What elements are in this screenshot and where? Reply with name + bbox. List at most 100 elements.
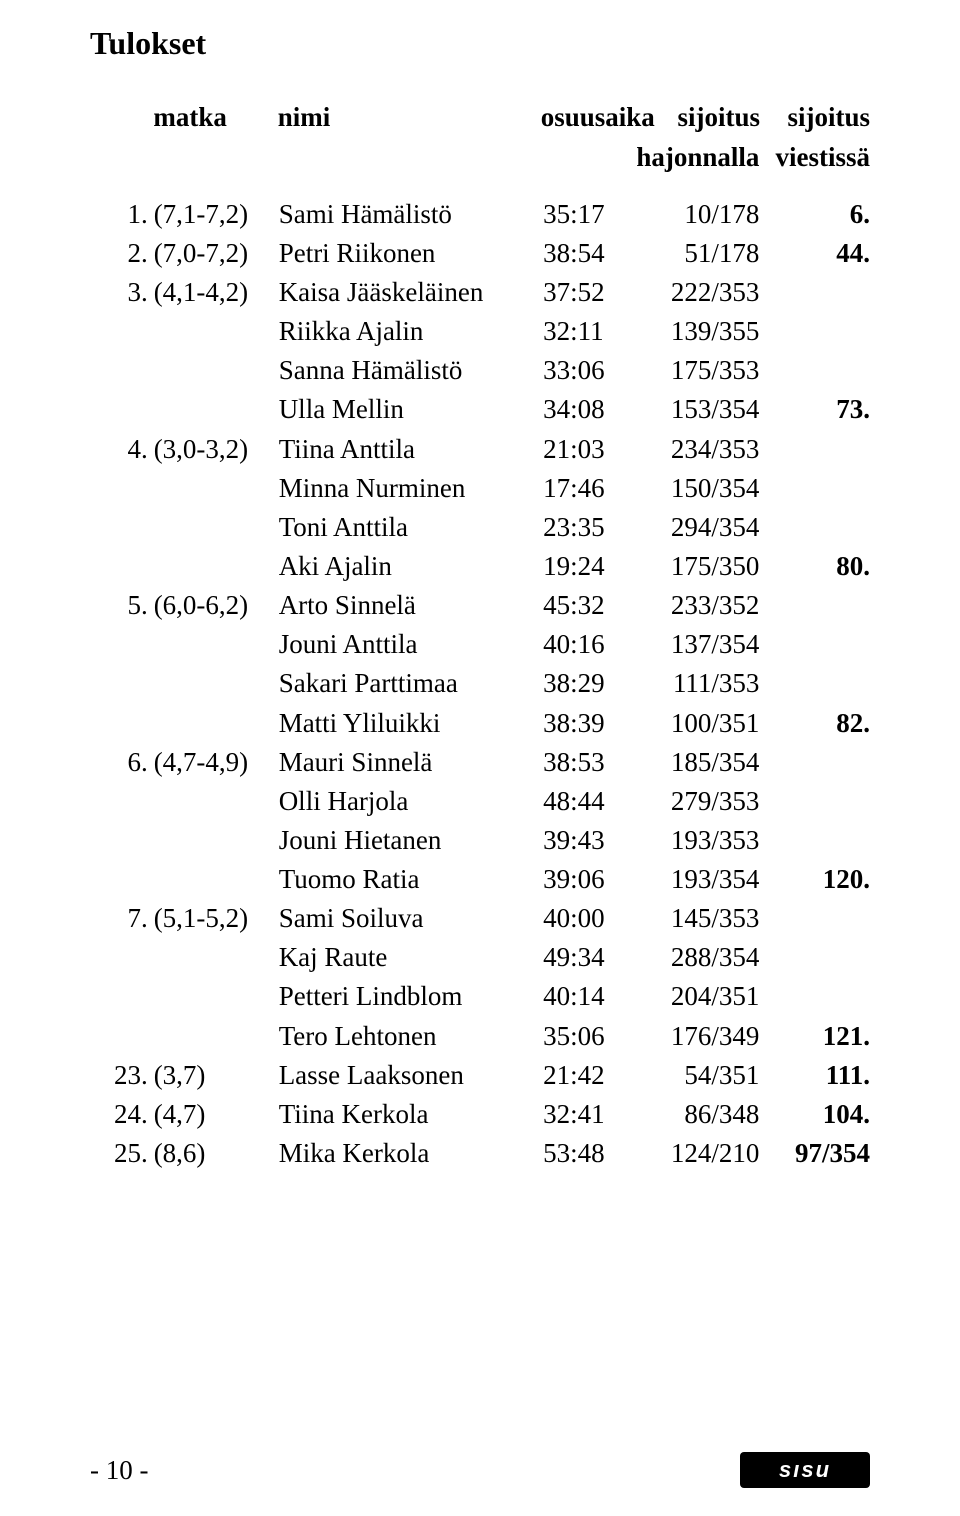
cell-time: 35:06 (543, 1017, 634, 1056)
cell-time: 38:54 (543, 234, 634, 273)
cell-relay: 111. (759, 1056, 870, 1095)
cell-time: 21:03 (543, 430, 634, 469)
table-row: Matti Yliluikki38:39100/35182. (90, 704, 870, 743)
results-table: 1.(7,1-7,2)Sami Hämälistö35:1710/1786.2.… (90, 195, 870, 1174)
cell-dist: (5,1-5,2) (154, 899, 279, 938)
cell-time: 34:08 (543, 390, 634, 429)
cell-time: 35:17 (543, 195, 634, 234)
cell-name: Sami Hämälistö (279, 195, 543, 234)
cell-place: 145/353 (634, 899, 759, 938)
cell-leg (90, 664, 154, 703)
cell-relay (759, 821, 870, 860)
cell-relay (759, 899, 870, 938)
table-row: Tero Lehtonen35:06176/349121. (90, 1017, 870, 1056)
cell-dist: (3,7) (154, 1056, 279, 1095)
cell-time: 21:42 (543, 1056, 634, 1095)
cell-name: Aki Ajalin (279, 547, 543, 586)
cell-time: 32:41 (543, 1095, 634, 1134)
page-footer: - 10 - sısu (90, 1451, 870, 1490)
cell-relay (759, 782, 870, 821)
table-row: 1.(7,1-7,2)Sami Hämälistö35:1710/1786. (90, 195, 870, 234)
cell-leg (90, 469, 154, 508)
cell-relay: 104. (759, 1095, 870, 1134)
cell-relay (759, 586, 870, 625)
cell-dist (154, 469, 279, 508)
table-row: Kaj Raute49:34288/354 (90, 938, 870, 977)
cell-place: 10/178 (634, 195, 759, 234)
cell-relay: 97/354 (759, 1134, 870, 1173)
table-row: Jouni Hietanen39:43193/353 (90, 821, 870, 860)
header-osuusaika: osuusaika (541, 98, 636, 137)
cell-leg (90, 508, 154, 547)
cell-name: Lasse Laaksonen (279, 1056, 543, 1095)
cell-time: 32:11 (543, 312, 634, 351)
cell-time: 40:00 (543, 899, 634, 938)
table-header-row2: hajonnalla viestissä (90, 138, 870, 177)
header-blank (90, 98, 153, 137)
cell-dist: (8,6) (154, 1134, 279, 1173)
table-row: 6.(4,7-4,9)Mauri Sinnelä38:53185/354 (90, 743, 870, 782)
cell-dist (154, 547, 279, 586)
cell-place: 124/210 (634, 1134, 759, 1173)
cell-time: 33:06 (543, 351, 634, 390)
table-row: Aki Ajalin19:24175/35080. (90, 547, 870, 586)
cell-place: 86/348 (634, 1095, 759, 1134)
cell-name: Tuomo Ratia (279, 860, 543, 899)
table-row: Toni Anttila23:35294/354 (90, 508, 870, 547)
cell-relay: 6. (759, 195, 870, 234)
cell-time: 49:34 (543, 938, 634, 977)
cell-relay (759, 273, 870, 312)
cell-place: 193/354 (634, 860, 759, 899)
cell-leg (90, 821, 154, 860)
table-row: Olli Harjola48:44279/353 (90, 782, 870, 821)
cell-dist (154, 312, 279, 351)
table-row: Minna Nurminen17:46150/354 (90, 469, 870, 508)
cell-dist (154, 977, 279, 1016)
cell-name: Mauri Sinnelä (279, 743, 543, 782)
cell-dist (154, 351, 279, 390)
cell-place: 193/353 (634, 821, 759, 860)
cell-name: Petteri Lindblom (279, 977, 543, 1016)
cell-dist (154, 625, 279, 664)
cell-relay: 82. (759, 704, 870, 743)
header-matka: matka (153, 98, 277, 137)
cell-dist (154, 938, 279, 977)
table-row: Ulla Mellin34:08153/35473. (90, 390, 870, 429)
cell-name: Jouni Anttila (279, 625, 543, 664)
cell-leg: 3. (90, 273, 154, 312)
cell-place: 153/354 (634, 390, 759, 429)
table-row: 4.(3,0-3,2)Tiina Anttila21:03234/353 (90, 430, 870, 469)
cell-time: 39:43 (543, 821, 634, 860)
cell-relay (759, 977, 870, 1016)
cell-name: Toni Anttila (279, 508, 543, 547)
cell-relay (759, 508, 870, 547)
cell-name: Jouni Hietanen (279, 821, 543, 860)
cell-time: 38:53 (543, 743, 634, 782)
cell-leg: 23. (90, 1056, 154, 1095)
cell-name: Petri Riikonen (279, 234, 543, 273)
cell-leg (90, 704, 154, 743)
cell-name: Minna Nurminen (279, 469, 543, 508)
table-row: Jouni Anttila40:16137/354 (90, 625, 870, 664)
cell-leg (90, 390, 154, 429)
cell-relay: 73. (759, 390, 870, 429)
header-viestissa: viestissä (759, 138, 870, 177)
cell-place: 288/354 (634, 938, 759, 977)
cell-name: Sanna Hämälistö (279, 351, 543, 390)
cell-leg (90, 860, 154, 899)
cell-leg: 6. (90, 743, 154, 782)
table-row: 7.(5,1-5,2)Sami Soiluva40:00145/353 (90, 899, 870, 938)
cell-dist (154, 390, 279, 429)
cell-place: 51/178 (634, 234, 759, 273)
cell-leg: 7. (90, 899, 154, 938)
cell-name: Sakari Parttimaa (279, 664, 543, 703)
cell-name: Tiina Kerkola (279, 1095, 543, 1134)
table-row: 25.(8,6)Mika Kerkola53:48124/21097/354 (90, 1134, 870, 1173)
cell-time: 39:06 (543, 860, 634, 899)
cell-name: Ulla Mellin (279, 390, 543, 429)
cell-time: 37:52 (543, 273, 634, 312)
cell-name: Riikka Ajalin (279, 312, 543, 351)
cell-name: Kaisa Jääskeläinen (279, 273, 543, 312)
cell-dist (154, 704, 279, 743)
header-nimi: nimi (278, 98, 541, 137)
